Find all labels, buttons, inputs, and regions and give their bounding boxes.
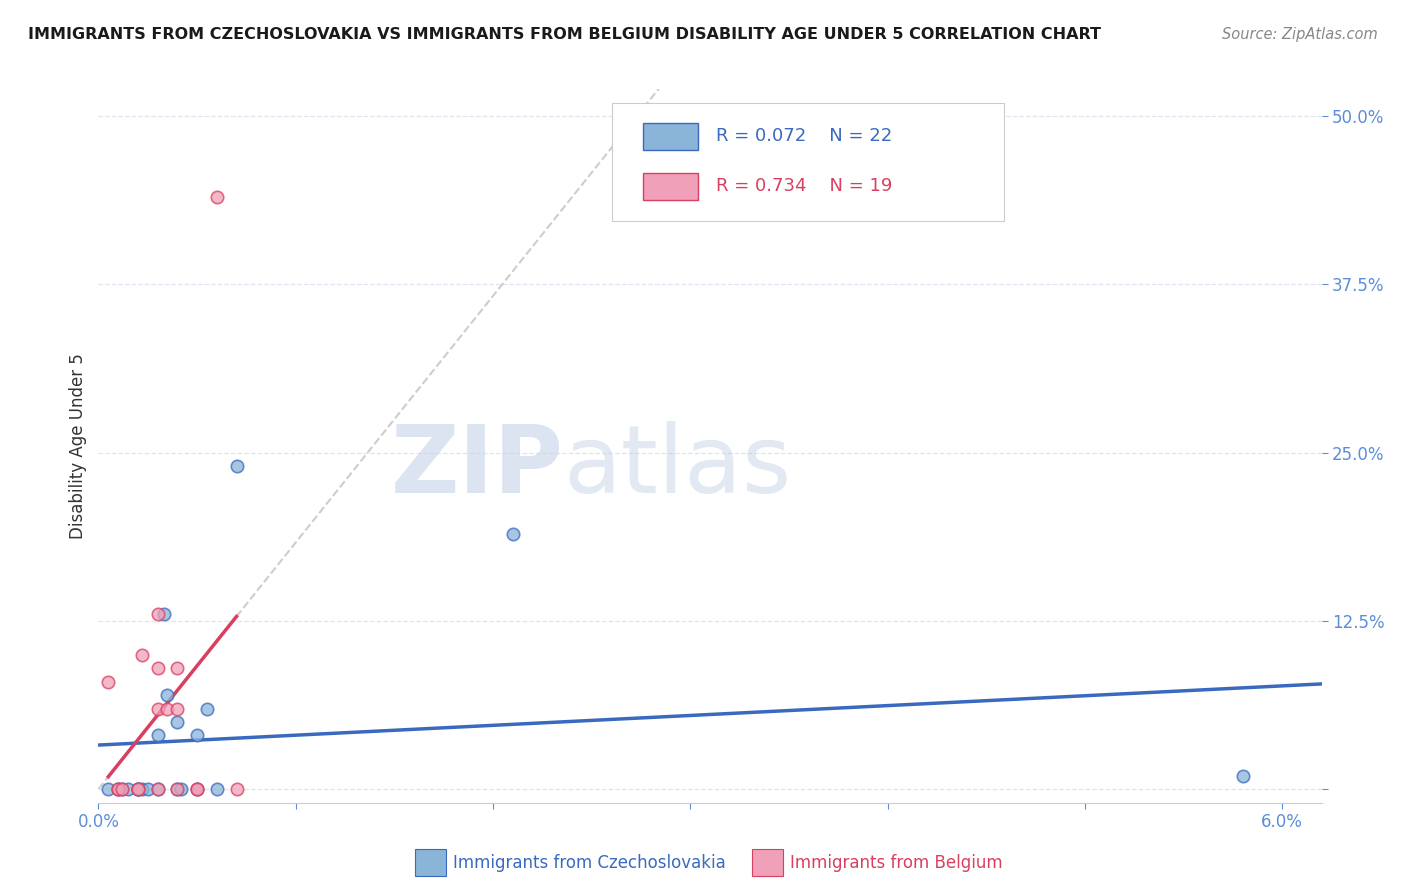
Text: R = 0.072    N = 22: R = 0.072 N = 22	[716, 128, 893, 145]
Point	[97, 674, 120, 689]
FancyBboxPatch shape	[643, 173, 697, 200]
Point	[127, 782, 149, 797]
Point	[146, 782, 169, 797]
Text: ZIP: ZIP	[391, 421, 564, 514]
Point	[225, 782, 247, 797]
Point	[107, 782, 129, 797]
FancyBboxPatch shape	[643, 123, 697, 150]
Point	[131, 782, 153, 797]
Point	[166, 782, 188, 797]
Point	[127, 782, 149, 797]
Text: IMMIGRANTS FROM CZECHOSLOVAKIA VS IMMIGRANTS FROM BELGIUM DISABILITY AGE UNDER 5: IMMIGRANTS FROM CZECHOSLOVAKIA VS IMMIGR…	[28, 27, 1101, 42]
Point	[127, 782, 149, 797]
Point	[166, 782, 188, 797]
Point	[127, 782, 149, 797]
Point	[1232, 769, 1254, 783]
Point	[195, 701, 218, 715]
Point	[225, 459, 247, 474]
Text: atlas: atlas	[564, 421, 792, 514]
Point	[156, 688, 179, 702]
Point	[166, 701, 188, 715]
Point	[136, 782, 159, 797]
Point	[186, 782, 208, 797]
Point	[156, 701, 179, 715]
FancyBboxPatch shape	[612, 103, 1004, 221]
Point	[146, 607, 169, 622]
Point	[117, 782, 139, 797]
Point	[146, 782, 169, 797]
Point	[166, 661, 188, 675]
Point	[111, 782, 134, 797]
Text: R = 0.734    N = 19: R = 0.734 N = 19	[716, 178, 893, 195]
Point	[166, 714, 188, 729]
Point	[131, 648, 153, 662]
Point	[170, 782, 193, 797]
Point	[205, 190, 228, 204]
Point	[146, 701, 169, 715]
Point	[107, 782, 129, 797]
Point	[186, 782, 208, 797]
Point	[111, 782, 134, 797]
Text: Source: ZipAtlas.com: Source: ZipAtlas.com	[1222, 27, 1378, 42]
Point	[502, 526, 524, 541]
Point	[97, 782, 120, 797]
Point	[107, 782, 129, 797]
Point	[152, 607, 174, 622]
Point	[146, 729, 169, 743]
Y-axis label: Disability Age Under 5: Disability Age Under 5	[69, 353, 87, 539]
Point	[186, 729, 208, 743]
Point	[186, 782, 208, 797]
Point	[146, 661, 169, 675]
Text: Immigrants from Czechoslovakia: Immigrants from Czechoslovakia	[453, 854, 725, 871]
Text: Immigrants from Belgium: Immigrants from Belgium	[790, 854, 1002, 871]
Point	[205, 782, 228, 797]
